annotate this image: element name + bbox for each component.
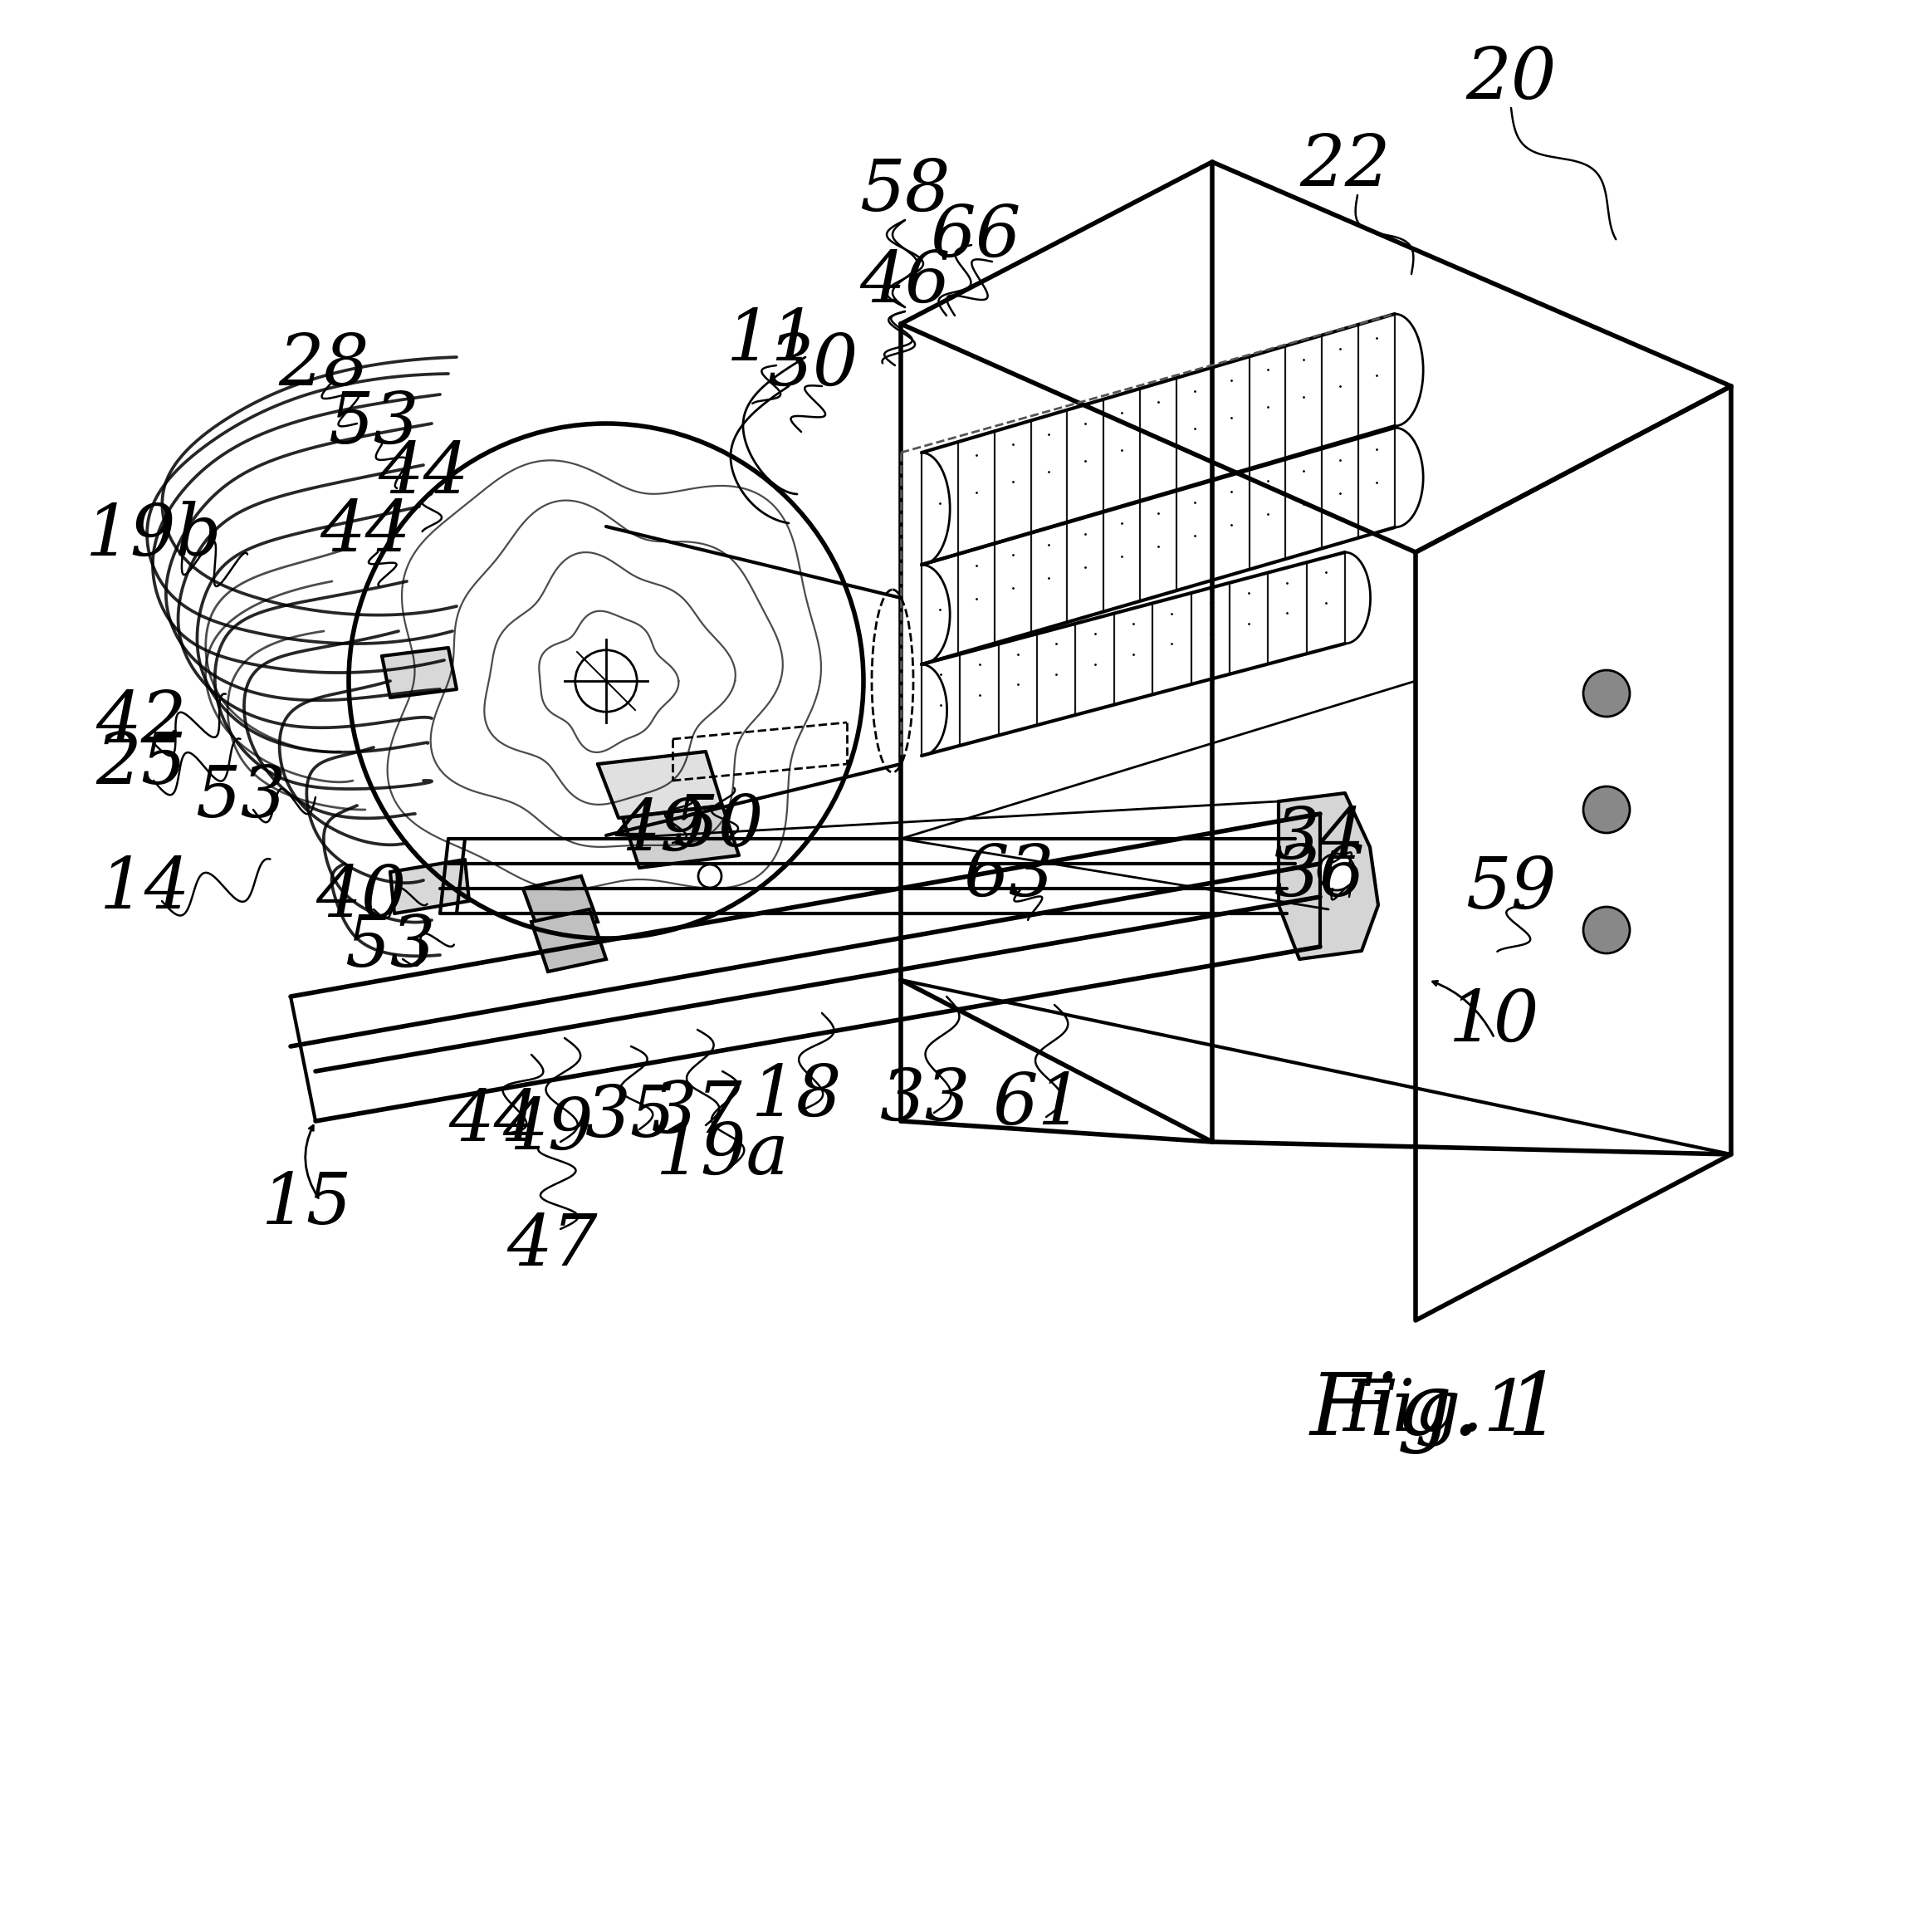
Text: 19b: 19b	[85, 502, 222, 571]
Text: Fig. 1: Fig. 1	[1310, 1369, 1563, 1453]
Text: 50: 50	[672, 793, 763, 860]
Text: 49: 49	[502, 1095, 593, 1164]
Text: 37: 37	[651, 1078, 744, 1147]
Text: 34: 34	[1275, 804, 1366, 873]
Text: 28: 28	[278, 331, 369, 400]
Text: 44: 44	[321, 498, 412, 565]
Text: 10: 10	[1449, 986, 1540, 1055]
Text: 30: 30	[769, 331, 860, 400]
Text: 49: 49	[614, 797, 705, 866]
Polygon shape	[597, 751, 723, 818]
Circle shape	[1584, 670, 1631, 716]
Text: 14: 14	[100, 854, 191, 923]
Circle shape	[1584, 787, 1631, 833]
Text: 36: 36	[1275, 843, 1366, 910]
Text: 19a: 19a	[655, 1120, 788, 1189]
Polygon shape	[1279, 793, 1378, 959]
Text: 59: 59	[1466, 854, 1557, 923]
Text: 25: 25	[97, 730, 187, 799]
Text: 44: 44	[379, 439, 469, 507]
Text: 46: 46	[860, 249, 951, 316]
Text: 35: 35	[585, 1082, 676, 1151]
Text: 18: 18	[752, 1061, 842, 1130]
Polygon shape	[524, 877, 597, 935]
Text: 42: 42	[97, 687, 187, 756]
Polygon shape	[383, 647, 456, 697]
Text: 11: 11	[726, 306, 817, 375]
Circle shape	[697, 864, 721, 889]
Text: 53: 53	[328, 389, 419, 458]
Text: Fig.1: Fig.1	[1343, 1377, 1530, 1446]
Text: 63: 63	[964, 843, 1055, 910]
Circle shape	[1318, 854, 1354, 890]
Text: 40: 40	[315, 862, 406, 931]
Text: 15: 15	[261, 1170, 354, 1239]
Text: 44: 44	[448, 1088, 539, 1155]
Polygon shape	[531, 910, 607, 971]
Text: 20: 20	[1466, 44, 1557, 113]
Text: 53: 53	[195, 762, 286, 831]
Polygon shape	[390, 860, 469, 913]
Text: 33: 33	[881, 1067, 972, 1136]
Text: 58: 58	[860, 157, 951, 226]
Text: 47: 47	[506, 1212, 597, 1279]
Polygon shape	[622, 806, 738, 867]
Text: 66: 66	[929, 203, 1020, 272]
Text: 61: 61	[993, 1070, 1084, 1139]
Text: 53: 53	[344, 912, 437, 980]
Circle shape	[576, 649, 638, 712]
Text: 22: 22	[1300, 132, 1391, 201]
Circle shape	[1584, 908, 1631, 954]
